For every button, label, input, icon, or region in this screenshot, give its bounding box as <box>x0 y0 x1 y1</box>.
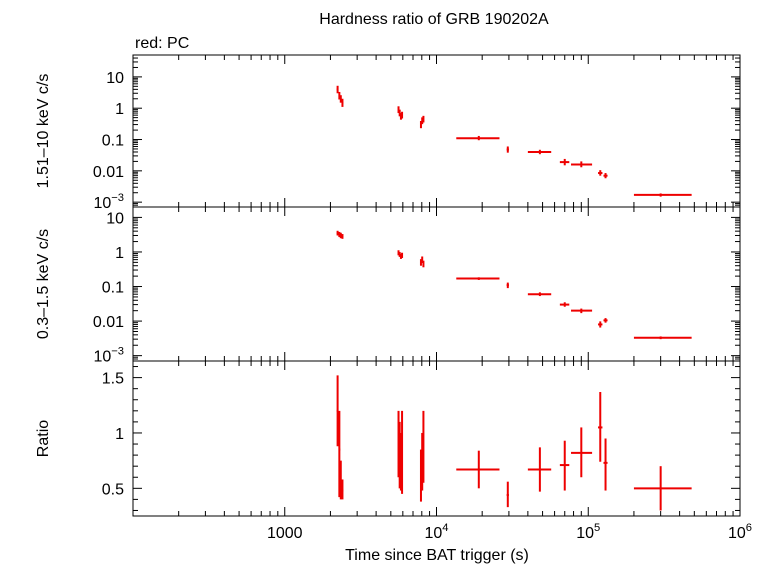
panel-hard: 10 1 0.1 0.01 10−3 1.51–10 keV c/s <box>35 54 741 212</box>
chart-subtitle: red: PC <box>135 35 189 52</box>
data-point <box>559 302 570 307</box>
y-tick-label: 10 <box>106 210 124 227</box>
data-point <box>456 450 500 489</box>
data-point <box>338 410 341 498</box>
data-point <box>571 308 593 314</box>
x-axis-label: Time since BAT trigger (s) <box>345 547 529 564</box>
data-point <box>336 85 339 94</box>
data-point <box>401 252 404 258</box>
data-point <box>527 149 552 155</box>
data-point <box>603 173 608 179</box>
y-tick-label: 0.5 <box>102 481 124 498</box>
data-point <box>571 161 593 168</box>
data-point <box>422 260 425 268</box>
data-point <box>598 392 603 462</box>
data-point <box>571 427 593 478</box>
data-point <box>339 460 342 500</box>
panel-frame <box>132 360 741 517</box>
data-point <box>598 170 603 176</box>
data-point <box>527 292 552 297</box>
data-point <box>341 479 344 500</box>
y-tick-label: 1 <box>115 101 124 118</box>
data-point <box>339 232 342 239</box>
x-tick-label: 105 <box>576 522 600 542</box>
data-point <box>339 95 342 103</box>
data-point <box>559 158 570 166</box>
y-axis-label: 1.51–10 keV c/s <box>35 74 52 189</box>
data-point <box>422 410 425 483</box>
y-tick-label: 10−3 <box>93 346 124 366</box>
data-point <box>422 115 425 123</box>
data-point <box>336 230 339 236</box>
data-point <box>401 111 404 119</box>
data-point <box>527 447 552 492</box>
data-point <box>598 321 603 328</box>
y-axis-label: 0.3–1.5 keV c/s <box>35 229 52 339</box>
data-point <box>419 121 422 129</box>
y-tick-label: 0.1 <box>102 280 124 297</box>
data-point <box>506 481 509 508</box>
y-tick-label: 0.01 <box>93 314 124 331</box>
data-point <box>401 410 404 494</box>
data-point <box>456 277 500 280</box>
y-tick-label: 10−3 <box>93 192 124 212</box>
data-point <box>506 146 509 153</box>
data-point <box>421 256 424 263</box>
data-point <box>456 135 500 141</box>
data-point <box>336 375 339 447</box>
data-point <box>633 466 692 511</box>
panel-ratio: 1.5 1 0.5 Ratio <box>35 360 741 517</box>
data-point <box>633 336 692 340</box>
y-tick-label: 1 <box>115 426 124 443</box>
y-tick-label: 1.5 <box>102 371 124 388</box>
x-tick-label: 1000 <box>267 525 303 542</box>
y-tick-label: 0.1 <box>102 133 124 150</box>
chart-title: Hardness ratio of GRB 190202A <box>319 11 549 28</box>
data-point <box>506 282 509 289</box>
y-axis-label: Ratio <box>35 420 52 457</box>
data-point <box>633 193 692 197</box>
x-tick-label: 106 <box>728 522 752 542</box>
data-point <box>559 440 570 491</box>
data-point <box>341 98 344 107</box>
panel-frame <box>132 54 741 208</box>
panel-soft: 10 1 0.1 0.01 10−3 0.3–1.5 keV c/s <box>35 206 741 366</box>
y-tick-label: 0.01 <box>93 164 124 181</box>
x-tick-label: 104 <box>424 522 448 542</box>
data-point <box>341 234 344 239</box>
y-tick-label: 1 <box>115 245 124 262</box>
data-point <box>603 438 608 491</box>
data-point <box>603 318 608 323</box>
y-tick-label: 10 <box>106 70 124 87</box>
